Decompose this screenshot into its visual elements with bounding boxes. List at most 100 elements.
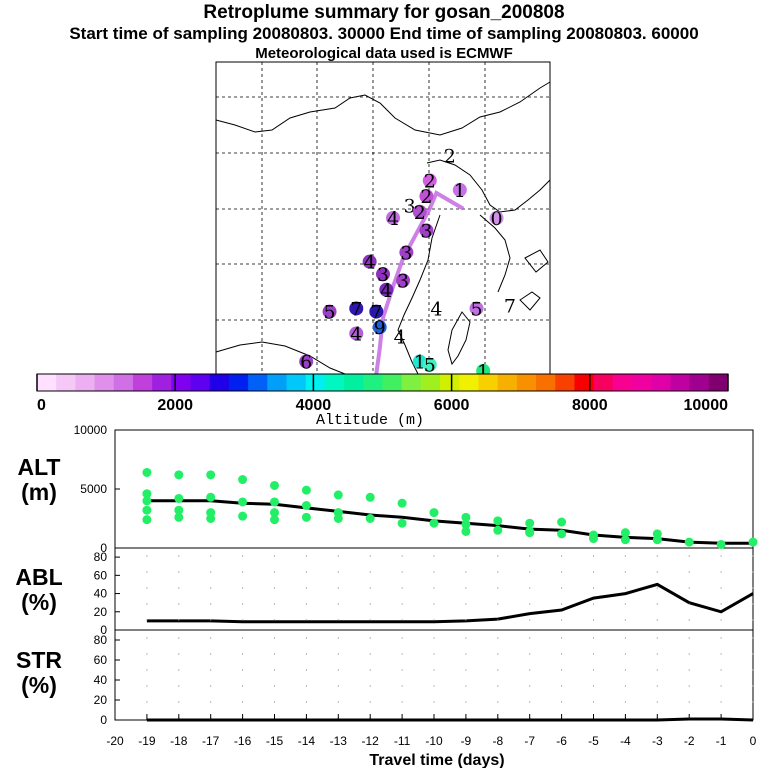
grid-dot [210, 571, 212, 573]
day-marker-label: 4 [364, 252, 376, 274]
grid-dot [688, 637, 690, 639]
y-tick-label: 5000 [80, 482, 107, 496]
grid-dot [146, 619, 148, 621]
coast-line [215, 341, 346, 375]
grid-dot [305, 637, 307, 639]
scatter-point [620, 528, 630, 538]
y-tick-label: 40 [94, 673, 108, 687]
grid-dot [720, 701, 722, 703]
grid-dot [401, 619, 403, 621]
day-marker-label: 6 [300, 352, 312, 374]
grid-dot [273, 603, 276, 605]
x-tick-label: 0 [750, 734, 757, 748]
grid-dot [369, 571, 371, 573]
x-axis-title: Travel time (days) [369, 752, 504, 768]
colorbar-cell [401, 374, 422, 391]
grid-dot [688, 619, 690, 621]
grid-dot [529, 571, 531, 573]
colorbar-cell [555, 374, 575, 391]
grid-dot [624, 701, 627, 703]
y-tick-label: 0 [100, 623, 107, 637]
grid-dot [210, 555, 212, 557]
grid-dot [210, 603, 212, 605]
scatter-point [206, 492, 216, 502]
scatter-point [238, 475, 248, 485]
grid-dot [337, 653, 339, 655]
x-tick-label: -2 [684, 734, 695, 748]
grid-dot [273, 685, 276, 687]
scatter-point [429, 518, 439, 528]
grid-dot [656, 637, 658, 639]
grid-dot [273, 619, 276, 621]
grid-dot [688, 669, 690, 671]
grid-dot [242, 637, 244, 639]
grid-dot [529, 685, 531, 687]
scatter-point [174, 493, 184, 503]
alt-panel-label: ALT (m) [4, 455, 74, 505]
colorbar-cell [478, 374, 499, 391]
scatter-point [333, 490, 343, 500]
grid-dot [497, 555, 499, 557]
y-tick-label: 80 [94, 633, 108, 647]
grid-dot [624, 653, 627, 655]
day-marker-dot [399, 245, 414, 260]
scatter-point [557, 529, 567, 539]
grid-dot [720, 555, 722, 557]
grid-dot [720, 587, 722, 589]
grid-dot [242, 571, 244, 573]
grid-dot [178, 571, 180, 573]
grid-dot [752, 603, 754, 605]
grid-dot [210, 685, 212, 687]
series-line [146, 499, 753, 545]
grid-dot [624, 619, 627, 621]
trajectory-line [374, 190, 465, 375]
colorbar-cell [305, 374, 326, 391]
grid-dot [369, 619, 371, 621]
grid-dot [242, 555, 244, 557]
grid-dot [529, 669, 531, 671]
colorbar-cell [632, 374, 652, 391]
colorbar-cell [363, 374, 383, 391]
grid-dot [561, 701, 563, 703]
day-marker-label: 4 [394, 327, 406, 349]
scatter-point [206, 514, 216, 523]
series-line [146, 717, 754, 722]
colorbar-cell [267, 374, 288, 391]
grid-dot [146, 603, 148, 605]
grid-dot [592, 587, 595, 589]
colorbar-cell [152, 374, 172, 391]
grid-dot [592, 701, 595, 703]
grid-dot [592, 571, 595, 573]
day-marker-label: 7 [504, 295, 516, 317]
scatter-point [620, 535, 630, 545]
colorbar-cell [94, 374, 115, 391]
grid-dot [305, 587, 307, 589]
coast-line [479, 214, 511, 293]
grid-dot [592, 555, 595, 557]
scatter-point [142, 505, 152, 515]
colorbar-cell [536, 374, 556, 391]
grid-dot [369, 637, 371, 639]
grid-dot [369, 701, 371, 703]
grid-dot [497, 571, 499, 573]
grid-dot [369, 653, 371, 655]
grid-dot [720, 571, 722, 573]
day-marker-label: 4 [387, 208, 399, 230]
scatter-point [397, 518, 407, 528]
grid-dot [720, 637, 722, 639]
colorbar-label: 8000 [572, 397, 608, 414]
colorbar-cell [440, 374, 460, 391]
grid-dot [146, 555, 148, 557]
x-tick-label: -3 [652, 734, 663, 748]
grid-dot [720, 619, 722, 621]
colorbar-cell [190, 374, 211, 391]
day-marker-dot [299, 354, 314, 369]
grid-dot [592, 619, 595, 621]
trajectory-path [374, 190, 465, 375]
grid-dot [305, 701, 307, 703]
grid-dot [656, 603, 658, 605]
grid-dot [146, 587, 148, 589]
grid-dot [146, 685, 148, 687]
grid-dot [273, 653, 276, 655]
